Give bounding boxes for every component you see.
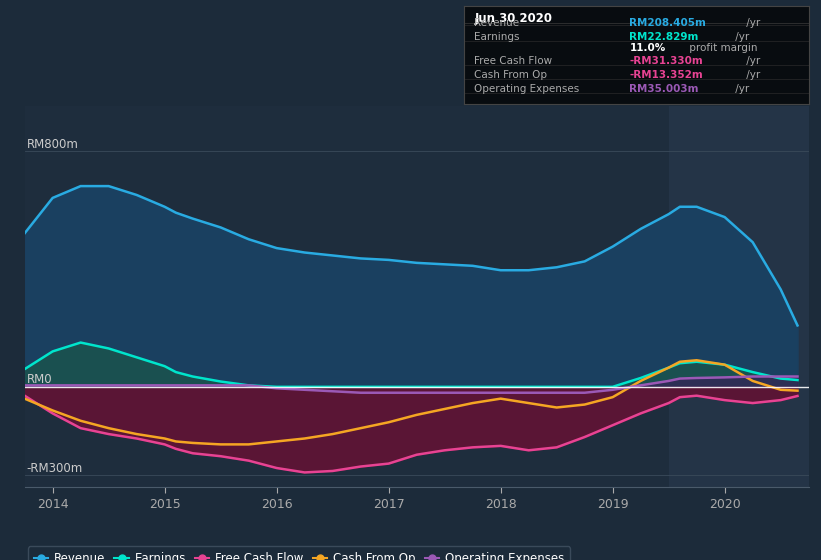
Text: Free Cash Flow: Free Cash Flow xyxy=(475,57,553,67)
Text: RM0: RM0 xyxy=(27,374,53,386)
Text: profit margin: profit margin xyxy=(686,43,758,53)
Text: /yr: /yr xyxy=(743,70,760,80)
Text: RM208.405m: RM208.405m xyxy=(630,18,706,28)
Text: /yr: /yr xyxy=(732,32,749,42)
Text: Revenue: Revenue xyxy=(475,18,520,28)
Text: /yr: /yr xyxy=(743,57,760,67)
Text: -RM31.330m: -RM31.330m xyxy=(630,57,703,67)
Text: Cash From Op: Cash From Op xyxy=(475,70,548,80)
Text: RM22.829m: RM22.829m xyxy=(630,32,699,42)
Text: RM800m: RM800m xyxy=(27,138,79,151)
Text: Operating Expenses: Operating Expenses xyxy=(475,84,580,94)
Text: -RM13.352m: -RM13.352m xyxy=(630,70,703,80)
Text: /yr: /yr xyxy=(732,84,749,94)
Text: Earnings: Earnings xyxy=(475,32,520,42)
Text: -RM300m: -RM300m xyxy=(27,462,83,475)
Text: RM35.003m: RM35.003m xyxy=(630,84,699,94)
Text: /yr: /yr xyxy=(743,18,760,28)
Bar xyxy=(668,106,809,487)
Legend: Revenue, Earnings, Free Cash Flow, Cash From Op, Operating Expenses: Revenue, Earnings, Free Cash Flow, Cash … xyxy=(28,547,571,560)
Text: 11.0%: 11.0% xyxy=(630,43,666,53)
Text: Jun 30 2020: Jun 30 2020 xyxy=(475,12,553,25)
